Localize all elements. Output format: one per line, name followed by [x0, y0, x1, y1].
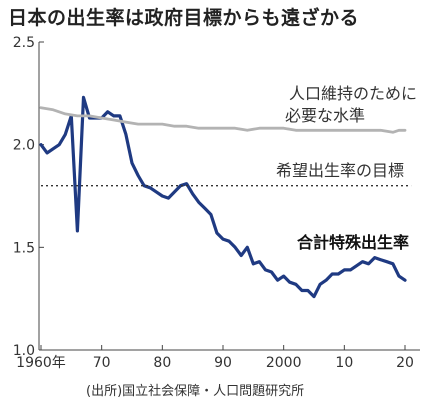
annotation-replacement-level-line1: 人口維持のために	[289, 84, 417, 103]
y-axis-ticks: 2.5 2.0 1.5 1.0	[13, 35, 44, 359]
x-axis-ticks: 1960年 70 80 90 2000 10 20	[16, 345, 414, 371]
annotation-desired-target: 希望出生率の目標	[276, 161, 404, 180]
annotation-tfr: 合計特殊出生率	[297, 233, 409, 252]
y-tick-label: 1.0	[13, 343, 35, 359]
series-lines	[39, 95, 412, 299]
x-tick-label: 2000	[266, 355, 302, 371]
x-tick-label: 90	[214, 355, 232, 371]
x-tick-label: 1960年	[16, 355, 66, 371]
x-tick-label: 20	[396, 355, 414, 371]
y-tick-label: 2.5	[13, 35, 35, 51]
replacement-level-line	[39, 106, 407, 134]
y-tick-label: 1.5	[13, 240, 35, 256]
x-tick-label: 70	[93, 355, 111, 371]
y-tick-label: 2.0	[13, 138, 35, 154]
x-tick-label: 10	[335, 355, 353, 371]
x-tick-label: 80	[153, 355, 171, 371]
chart-title: 日本の出生率は政府目標からも遠ざかる	[8, 7, 360, 29]
annotation-replacement-level-line2: 必要な水準	[285, 106, 365, 125]
source-note: (出所)国立社会保障・人口問題研究所	[86, 384, 305, 399]
